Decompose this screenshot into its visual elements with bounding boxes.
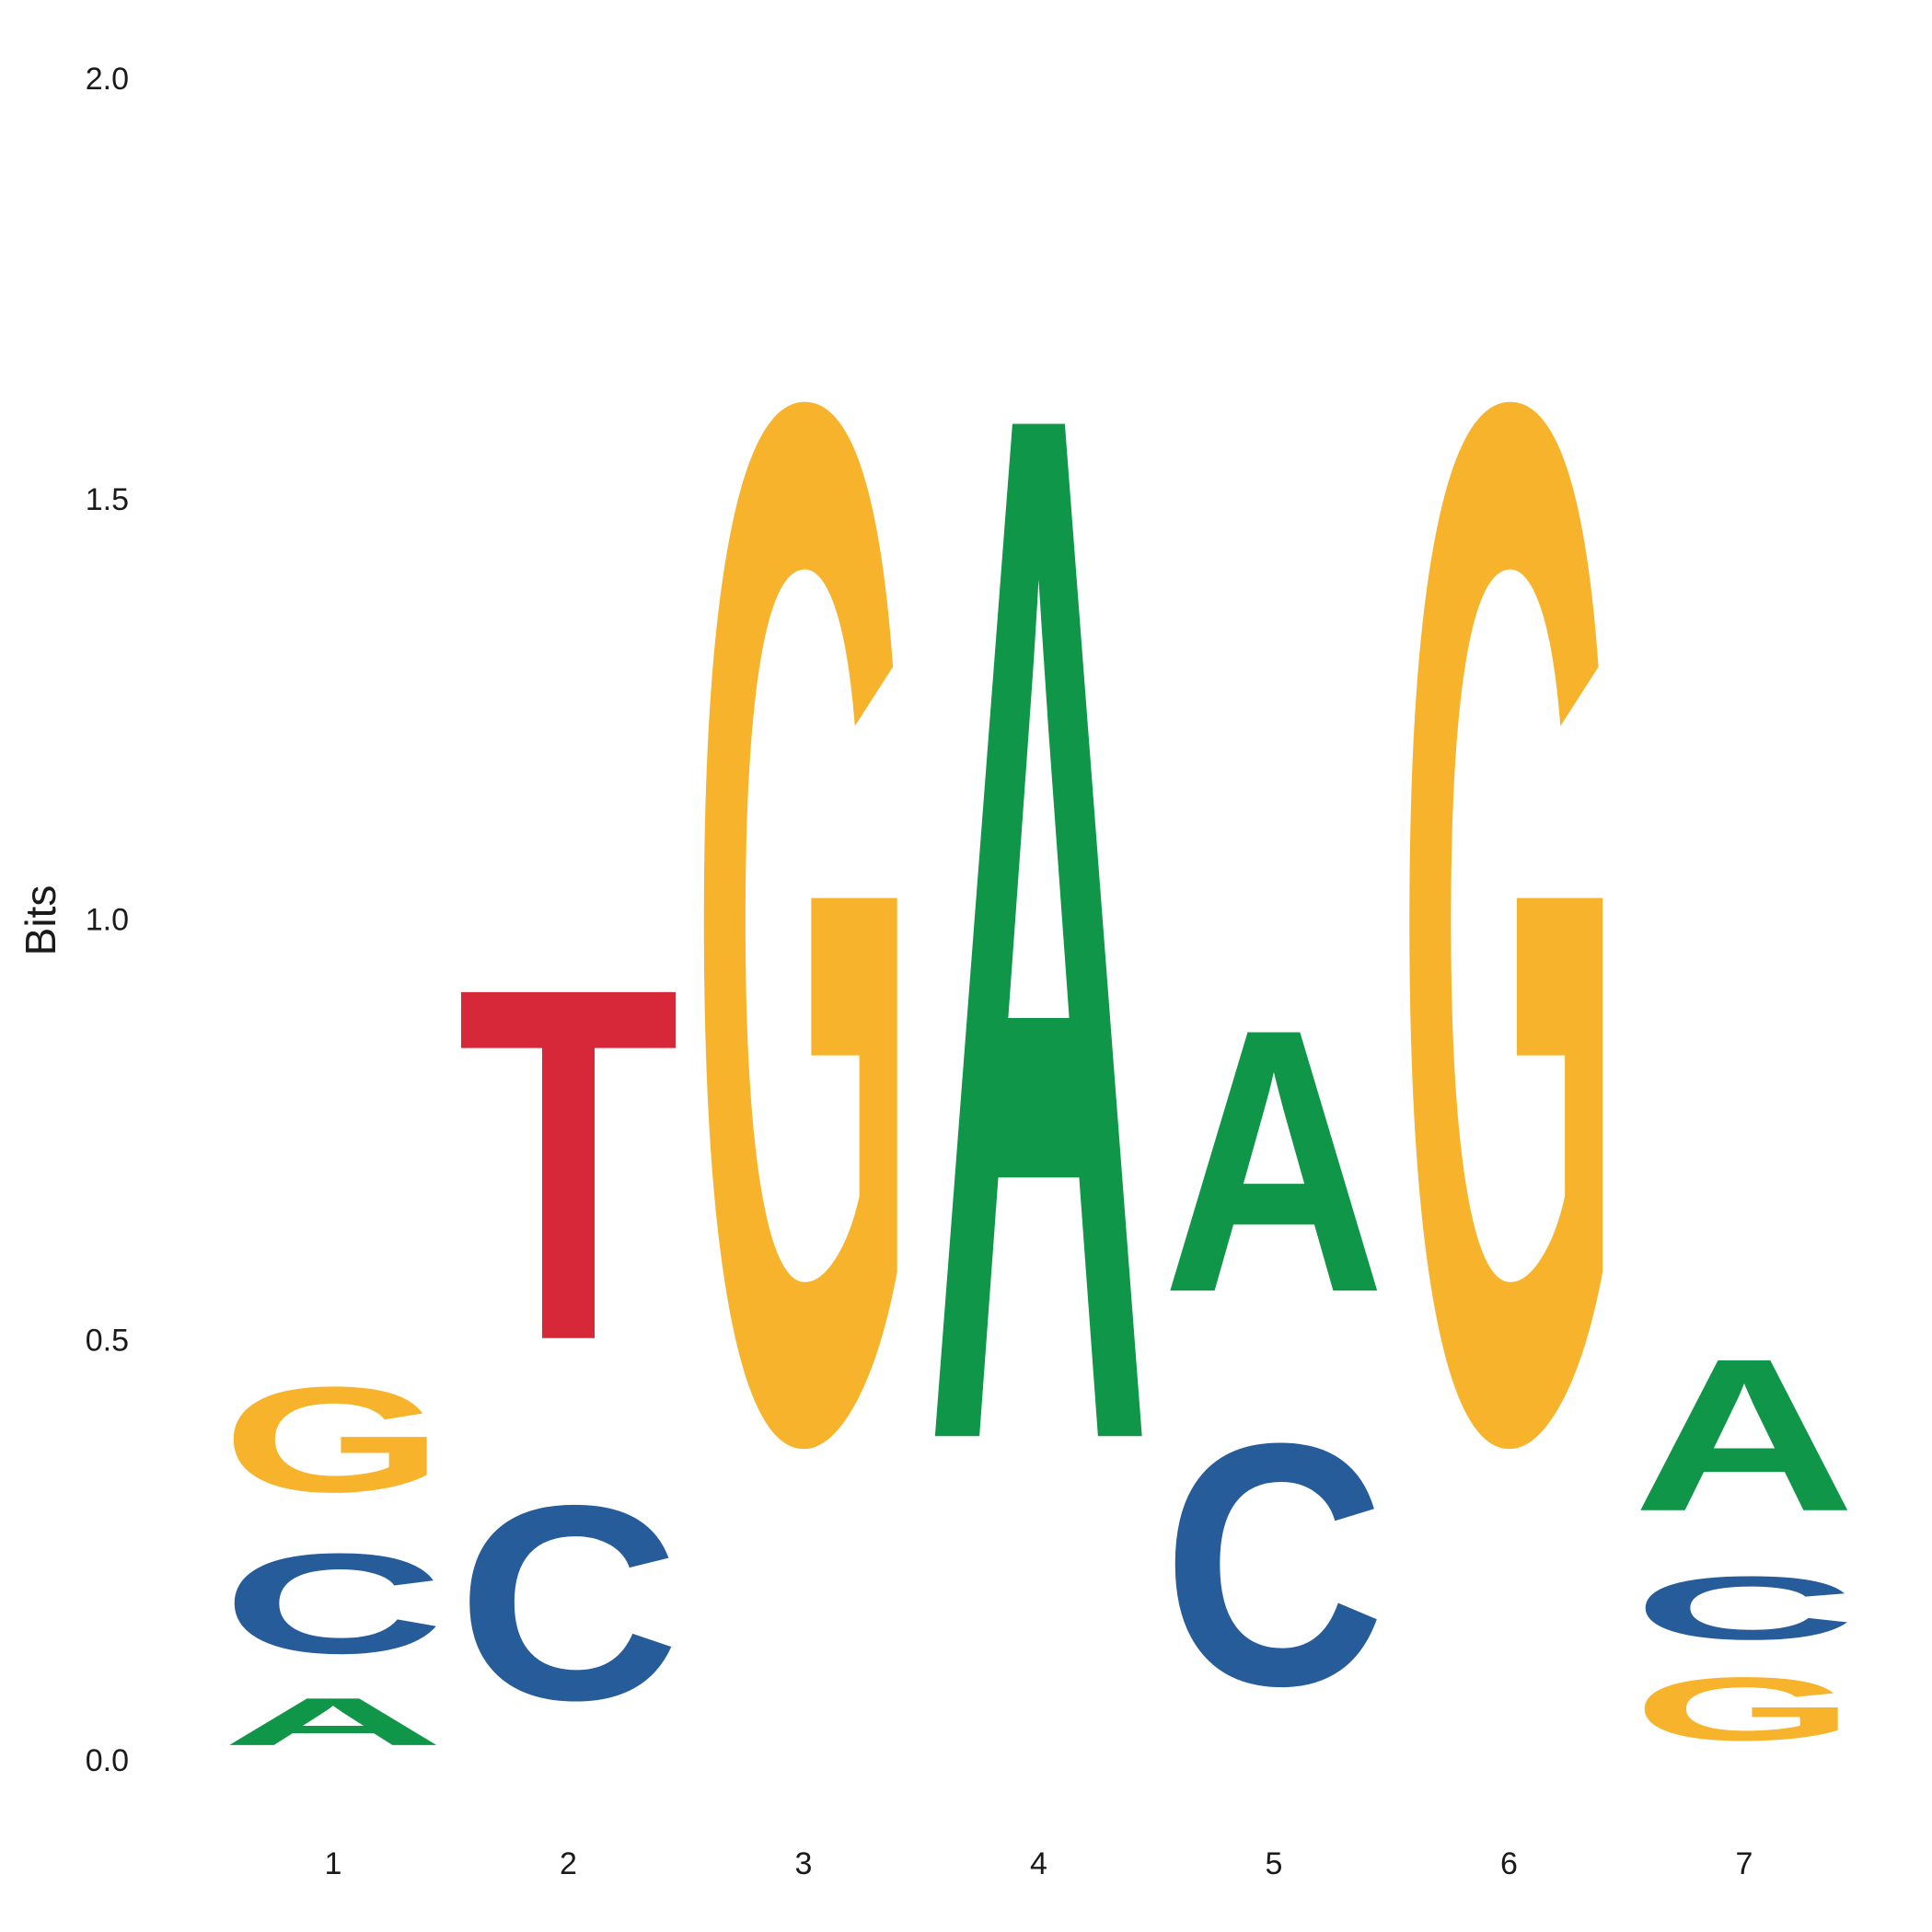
- x-tick-label: 6: [1500, 1846, 1518, 1881]
- x-tick-label: 4: [1030, 1846, 1047, 1881]
- logo-letter-g: G: [222, 1356, 445, 1524]
- y-tick-label: 2.0: [86, 62, 129, 97]
- logo-glyph: A: [1633, 1313, 1856, 1556]
- logo-letter-c: C: [1633, 1558, 1856, 1659]
- logo-letter-a: A: [1163, 952, 1385, 1371]
- y-tick-label: 0.0: [86, 1743, 129, 1778]
- logo-letter-g: G: [1633, 1659, 1856, 1760]
- x-axis: 1 2 3 4 5 6 7: [325, 1846, 1753, 1881]
- logo-glyph: C: [457, 1447, 680, 1758]
- logo-glyph: C: [1633, 1558, 1856, 1659]
- y-tick-label: 1.0: [86, 903, 129, 938]
- logo-glyph: A: [222, 1684, 445, 1760]
- logo-letter-c: C: [457, 1447, 680, 1758]
- y-tick-label: 0.5: [86, 1323, 129, 1358]
- y-axis-label: Bits: [17, 885, 64, 956]
- y-axis: 0.0 0.5 1.0 1.5 2.0: [86, 62, 129, 1778]
- logo-glyph: C: [222, 1524, 445, 1683]
- logo-glyph: G: [1398, 97, 1621, 1749]
- logo-glyph: T: [457, 884, 680, 1445]
- logo-glyph: G: [222, 1356, 445, 1524]
- logo-letter-c: C: [1163, 1372, 1385, 1758]
- x-tick-label: 3: [795, 1846, 813, 1881]
- logo-letter-g: G: [692, 97, 915, 1749]
- logo-letter-c: C: [222, 1524, 445, 1683]
- logo-letter-a: A: [222, 1684, 445, 1760]
- logo-glyph: A: [928, 103, 1151, 1748]
- x-tick-label: 5: [1266, 1846, 1283, 1881]
- logo-glyph: C: [1163, 1372, 1385, 1758]
- logo-letter-t: T: [457, 884, 680, 1445]
- x-tick-label: 2: [560, 1846, 577, 1881]
- y-tick-label: 1.5: [86, 482, 129, 517]
- logo-glyph: A: [1163, 952, 1385, 1371]
- x-tick-label: 1: [325, 1846, 342, 1881]
- logo-glyph: G: [1633, 1659, 1856, 1760]
- logo-letter-a: A: [928, 103, 1151, 1748]
- logo-letter-g: G: [1398, 97, 1621, 1749]
- logo-glyph: G: [692, 97, 915, 1749]
- logo-letter-a: A: [1633, 1313, 1856, 1556]
- x-tick-label: 7: [1736, 1846, 1753, 1881]
